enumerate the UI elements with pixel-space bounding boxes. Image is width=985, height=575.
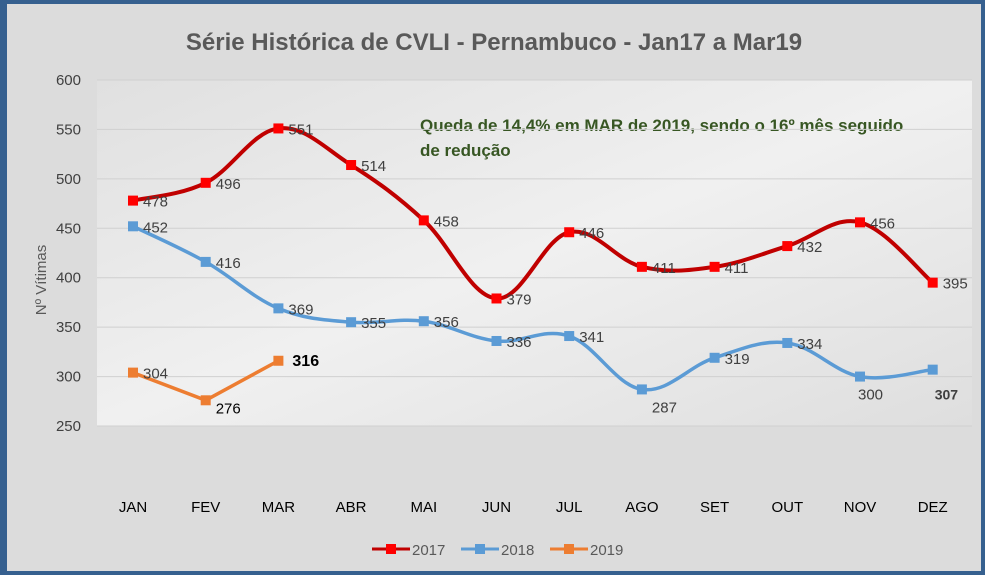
data-label: 411: [725, 260, 749, 277]
x-tick-label: FEV: [191, 499, 220, 516]
data-point-marker: [782, 241, 793, 252]
legend-marker: [475, 544, 485, 554]
y-tick-label: 450: [56, 220, 81, 237]
data-label: 551: [288, 121, 313, 138]
data-point-marker: [491, 293, 502, 304]
data-label: 276: [216, 400, 241, 417]
chart-title: Série Histórica de CVLI - Pernambuco - J…: [186, 29, 802, 56]
legend-marker: [564, 544, 574, 554]
data-point-marker: [200, 395, 211, 406]
y-tick-label: 400: [56, 270, 81, 287]
data-label: 319: [725, 351, 750, 368]
y-tick-label: 500: [56, 171, 81, 188]
data-label: 446: [579, 225, 604, 242]
data-label: 300: [858, 387, 883, 404]
data-point-marker: [709, 261, 720, 272]
data-point-marker: [855, 371, 865, 382]
data-point-marker: [491, 335, 502, 346]
data-point-marker: [782, 337, 793, 348]
y-tick-label: 350: [56, 319, 81, 336]
x-tick-label: JUN: [482, 499, 511, 516]
series-line: [132, 224, 933, 392]
gridlines: [97, 79, 972, 427]
legend-label: 2018: [501, 542, 534, 559]
data-point-marker: [709, 352, 720, 363]
data-label: 416: [216, 255, 241, 272]
data-point-marker: [346, 160, 357, 171]
data-label: 304: [143, 366, 168, 383]
series-2019: 304 276 316: [128, 353, 319, 417]
data-label: 496: [216, 176, 241, 193]
x-tick-label: OUT: [771, 499, 803, 516]
data-point-marker: [927, 277, 938, 288]
x-tick-label: JAN: [119, 499, 147, 516]
data-point-marker: [128, 195, 138, 206]
y-tick-label: 550: [56, 121, 81, 138]
series-2018: 452 416 369 355 356 336 341 287 319 334 300 307: [128, 219, 958, 416]
data-label: 355: [361, 315, 386, 332]
series-2017: 478 496 551 514 458 379 446 411 411 432 456 395: [128, 121, 968, 308]
data-label: 336: [507, 334, 532, 351]
x-tick-label: ABR: [336, 499, 367, 516]
plot-area: [97, 80, 972, 426]
data-label: 458: [434, 213, 459, 230]
data-point-marker: [346, 317, 357, 328]
data-label: 334: [797, 336, 822, 353]
x-tick-label: NOV: [844, 499, 877, 516]
chart-frame: Série Histórica de CVLI - Pernambuco - J…: [7, 4, 981, 571]
x-tick-label: MAR: [262, 499, 296, 516]
y-axis-ticks: 250 300 350 400 450 500 550 600: [56, 72, 81, 435]
y-tick-label: 300: [56, 369, 81, 386]
legend: 2017 2018 2019: [372, 542, 623, 559]
data-point-marker: [564, 227, 575, 238]
data-point-marker: [200, 256, 211, 267]
data-label: 478: [143, 194, 168, 211]
line-chart: Série Histórica de CVLI - Pernambuco - J…: [33, 29, 972, 559]
data-point-marker: [128, 367, 138, 378]
data-label: 432: [797, 239, 822, 256]
data-point-marker: [636, 261, 647, 272]
data-label: 341: [579, 329, 604, 346]
data-label: 369: [288, 301, 313, 318]
data-point-marker: [273, 303, 284, 314]
data-point-marker: [128, 221, 138, 232]
legend-label: 2017: [412, 542, 445, 559]
data-point-marker: [273, 355, 284, 366]
y-tick-label: 600: [56, 72, 81, 89]
data-label: 307: [935, 387, 959, 403]
data-label: 452: [143, 219, 168, 236]
data-label: 514: [361, 158, 386, 175]
data-label: 316: [292, 353, 319, 370]
data-label: 356: [434, 314, 459, 331]
x-tick-label: JUL: [556, 499, 583, 516]
data-label: 456: [870, 215, 895, 232]
data-point-marker: [200, 177, 211, 188]
data-point-marker: [418, 316, 429, 327]
legend-label: 2019: [590, 542, 623, 559]
legend-marker: [386, 544, 396, 554]
annotation-line-2: de redução: [420, 141, 511, 160]
x-tick-label: AGO: [625, 499, 658, 516]
data-label: 395: [943, 276, 968, 293]
x-tick-label: MAI: [410, 499, 437, 516]
data-point-marker: [636, 384, 647, 395]
data-point-marker: [927, 364, 938, 375]
data-point-marker: [418, 215, 429, 226]
x-tick-label: DEZ: [918, 499, 948, 516]
data-point-marker: [855, 217, 865, 228]
x-tick-label: SET: [700, 499, 729, 516]
data-label: 411: [652, 260, 676, 277]
y-axis-label: Nº Vítimas: [33, 245, 50, 316]
annotation-line-1: Queda de 14,4% em MAR de 2019, sendo o 1…: [420, 116, 903, 135]
y-tick-label: 250: [56, 418, 81, 435]
data-label: 287: [652, 399, 677, 416]
data-point-marker: [564, 331, 575, 342]
data-label: 379: [507, 291, 532, 308]
data-point-marker: [273, 123, 284, 134]
x-axis-ticks: JAN FEV MAR ABR MAI JUN JUL AGO SET OUT NOV DEZ: [119, 499, 948, 516]
